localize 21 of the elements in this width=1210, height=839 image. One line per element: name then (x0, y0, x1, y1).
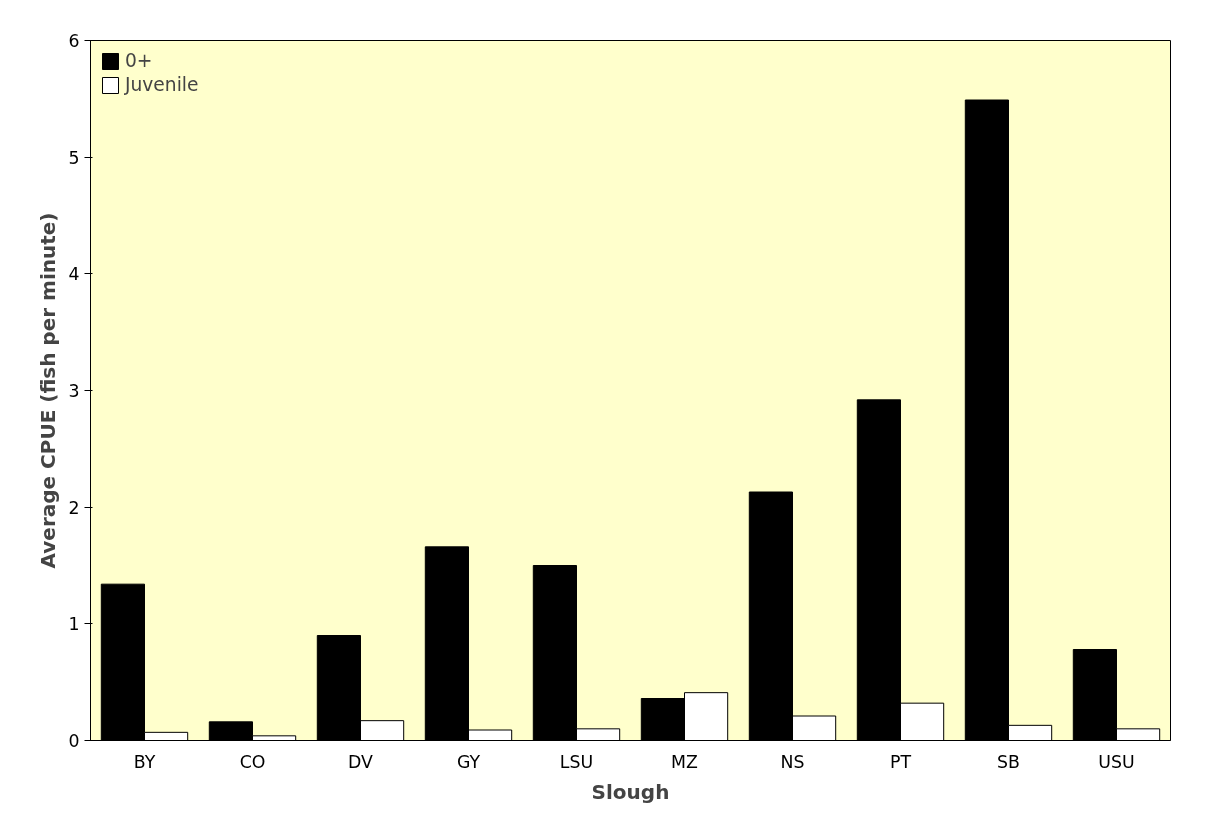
x-axis-title: Slough (591, 779, 670, 804)
y-tick-label: 3 (68, 381, 80, 401)
legend-label: Juvenile (125, 74, 199, 95)
legend-label: 0+ (125, 50, 153, 71)
x-tick-label: GY (456, 751, 481, 772)
y-tick-label: 6 (68, 31, 80, 51)
y-tick-label: 4 (68, 264, 80, 285)
y-axis-title: Average CPUE (fish per minute) (36, 212, 61, 569)
x-tick-label: DV (348, 751, 374, 772)
x-tick-label: LSU (559, 751, 594, 772)
x-tick-label: PT (889, 751, 912, 772)
x-tick-label: BY (133, 751, 156, 772)
x-tick-label: CO (239, 751, 266, 772)
y-tick-label: 5 (68, 147, 80, 168)
y-tick-label: 1 (68, 614, 80, 635)
x-tick-label: USU (1098, 751, 1135, 772)
y-tick-label: 2 (68, 497, 80, 518)
y-tick-label: 0 (68, 731, 80, 751)
x-tick-label: NS (780, 751, 805, 772)
x-tick-label: MZ (671, 751, 699, 772)
x-tick-label: SB (997, 751, 1020, 772)
